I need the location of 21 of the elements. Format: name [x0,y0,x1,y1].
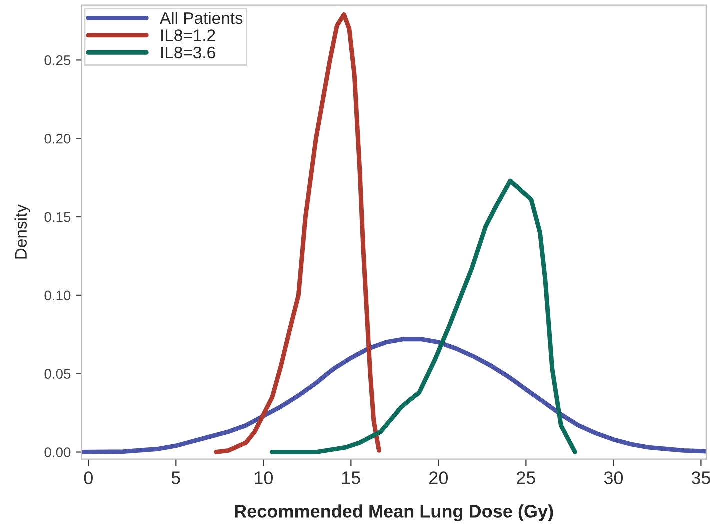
line-series [270,178,578,454]
y-tick-label: 0.25 [44,56,71,66]
y-tick-label: 0.20 [44,134,71,144]
legend-label: IL8=1.2 [162,30,216,42]
x-tick-label: 5 [172,472,180,484]
x-tick-label: 25 [517,472,536,484]
x-tick-label: 20 [430,472,448,484]
x-tick-label: 15 [342,472,360,484]
x-axis-title: Recommended Mean Lung Dose (Gy) [235,504,554,522]
legend-label: IL8=3.6 [162,46,216,59]
x-tick-label: 10 [255,472,273,484]
y-tick-label: 0.15 [44,212,71,222]
x-tick-label: 35 [692,472,710,484]
line-series [82,337,706,454]
y-tick-label: 0.05 [44,369,71,380]
x-tick-label: 30 [604,472,624,484]
x-tick-label: 0 [84,472,93,484]
y-axis-title: Density [14,204,30,259]
y-tick-label: 0.00 [44,448,71,458]
legend-label: All Patients [160,12,243,24]
y-tick-label: 0.10 [44,290,71,301]
